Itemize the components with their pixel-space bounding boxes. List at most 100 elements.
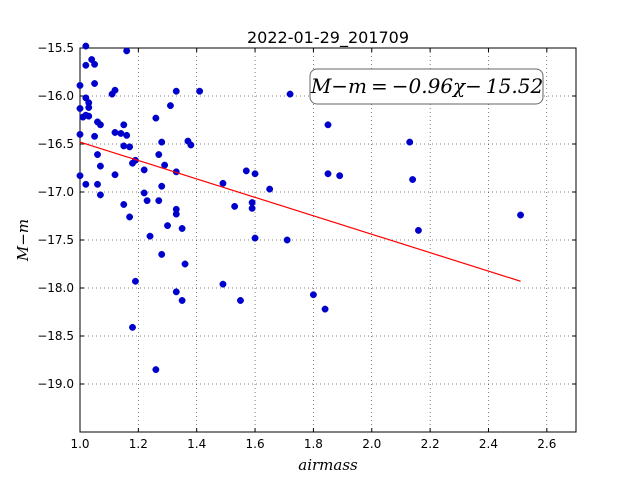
data-point (321, 305, 329, 313)
data-point (96, 162, 104, 170)
data-point (283, 236, 291, 244)
data-point (117, 129, 125, 137)
data-point (152, 114, 160, 122)
data-point (91, 132, 99, 140)
data-point (120, 201, 128, 208)
data-point (94, 151, 101, 159)
data-point (266, 185, 274, 193)
data-point (76, 130, 84, 138)
x-tick-label: 1.8 (304, 437, 323, 451)
y-tick-label: −18.5 (37, 329, 74, 343)
x-tick-label: 1.6 (246, 437, 265, 451)
fit-line (79, 141, 521, 282)
data-point (111, 129, 119, 136)
data-point (248, 204, 256, 212)
data-point (91, 80, 99, 87)
data-point (85, 112, 93, 120)
data-point (237, 297, 244, 304)
y-tick-label: −16.0 (37, 89, 74, 103)
y-tick-label: −17.5 (37, 233, 74, 247)
data-point (155, 197, 163, 205)
annotation-box (309, 68, 544, 105)
y-tick-label: −15.5 (37, 41, 74, 55)
x-tick-label: 1.2 (129, 437, 148, 451)
data-point (517, 211, 525, 219)
y-axis-label: M−m (14, 219, 32, 262)
data-point (414, 226, 422, 234)
data-point (143, 197, 151, 205)
data-point (409, 176, 417, 183)
data-point (187, 141, 195, 149)
data-point (158, 138, 166, 146)
data-point (91, 60, 99, 68)
data-point (231, 202, 239, 210)
data-point (286, 90, 294, 98)
data-point (120, 142, 128, 150)
data-point (164, 222, 171, 230)
data-point (324, 121, 332, 129)
data-point (178, 225, 186, 232)
data-point (251, 234, 259, 242)
data-point (111, 171, 119, 179)
data-point (146, 232, 154, 240)
x-tick-label: 2.4 (479, 437, 498, 451)
data-point (111, 86, 119, 94)
data-point (76, 172, 84, 180)
fit-line-group (79, 141, 521, 282)
data-point (140, 189, 148, 197)
data-point (76, 105, 84, 112)
data-point (178, 297, 186, 304)
data-point (140, 166, 148, 174)
data-point (172, 288, 180, 296)
data-point (82, 180, 90, 188)
data-point (123, 131, 131, 139)
x-tick-label: 1.0 (70, 437, 89, 451)
ticks: 1.0 1.2 1.4 1.6 1.8 2.0 2.2 2.4 2.6 −15.5 −16.0 −16… (37, 41, 576, 451)
data-point (324, 170, 332, 178)
data-point (123, 47, 131, 55)
data-point (406, 138, 414, 146)
data-point (242, 167, 250, 175)
data-point (336, 172, 344, 180)
data-point (196, 87, 204, 95)
fit-annotation: M−m = −0.96χ− 15.52 (309, 68, 544, 105)
x-tick-label: 2.0 (362, 437, 381, 451)
data-point (85, 104, 93, 111)
data-point (219, 179, 227, 187)
data-point (82, 61, 90, 69)
data-point (131, 277, 139, 285)
data-point (96, 191, 104, 199)
data-point (251, 170, 259, 178)
data-point (166, 102, 174, 110)
x-tick-label: 1.4 (187, 437, 206, 451)
data-point (129, 323, 136, 331)
annotation-text: M−m = −0.96χ− 15.52 (310, 74, 543, 98)
data-point (172, 210, 180, 218)
data-point (309, 291, 317, 299)
data-point (96, 121, 104, 129)
data-point (158, 250, 166, 258)
data-point (126, 213, 134, 221)
x-tick-label: 2.6 (537, 437, 556, 451)
data-point (126, 143, 134, 151)
data-point (248, 199, 256, 207)
data-point (161, 161, 169, 169)
y-tick-label: −16.5 (37, 137, 74, 151)
chart-title: 2022-01-29_201709 (247, 28, 409, 48)
x-tick-label: 2.2 (421, 437, 440, 451)
grid (79, 47, 576, 432)
y-tick-label: −18.0 (37, 281, 74, 295)
data-point (172, 87, 180, 95)
y-tick-label: −19.0 (37, 377, 74, 391)
data-point (219, 280, 227, 288)
data-point (181, 260, 189, 268)
data-point (158, 182, 166, 190)
data-points (76, 42, 525, 374)
data-point (82, 42, 90, 50)
data-point (76, 81, 84, 89)
data-point (120, 121, 128, 129)
y-tick-label: −17.0 (37, 185, 74, 199)
data-point (94, 180, 101, 188)
data-point (155, 151, 163, 159)
